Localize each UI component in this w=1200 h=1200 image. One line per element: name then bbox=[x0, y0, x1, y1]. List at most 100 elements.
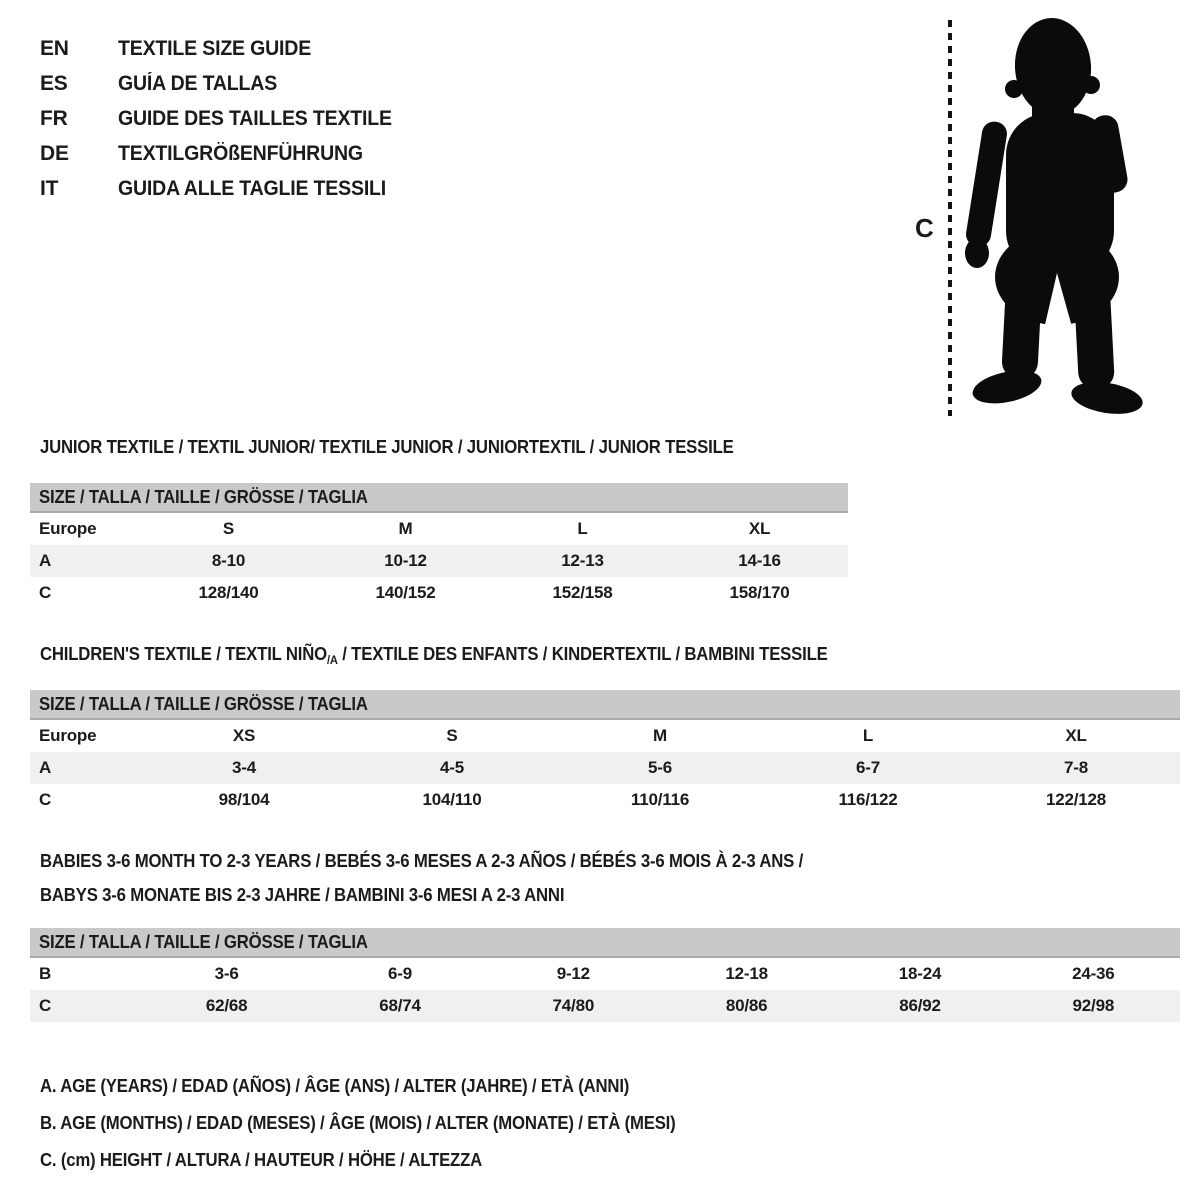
height-measure-dotted-line bbox=[948, 20, 952, 416]
babies-title-line1-text: BABIES 3-6 MONTH TO 2-3 YEARS / BEBÉS 3-… bbox=[40, 851, 804, 871]
babies-size-header-bar: SIZE / TALLA / TAILLE / GRÖSSE / TAGLIA bbox=[30, 928, 1180, 958]
legend-line-a-text: A. AGE (YEARS) / EDAD (AÑOS) / ÂGE (ANS)… bbox=[40, 1076, 630, 1096]
children-size-s: S bbox=[446, 726, 458, 745]
children-size-columns-row: Europe XS S M L XL bbox=[30, 720, 1180, 752]
junior-age-value: 14-16 bbox=[738, 551, 781, 570]
babies-row-label-c: C bbox=[39, 996, 52, 1015]
size-header-label: SIZE / TALLA / TAILLE / GRÖSSE / TAGLIA bbox=[39, 931, 368, 952]
language-code-fr: FR bbox=[40, 106, 68, 130]
babies-row-label-b: B bbox=[39, 964, 52, 983]
children-title-prefix: CHILDREN'S TEXTILE / TEXTIL NIÑO bbox=[40, 644, 327, 664]
children-height-value: 110/116 bbox=[630, 790, 690, 809]
legend-line-c-text: C. (cm) HEIGHT / ALTURA / HAUTEUR / HÖHE… bbox=[40, 1150, 483, 1170]
children-height-value: 122/128 bbox=[1045, 790, 1107, 809]
junior-height-value: 152/158 bbox=[552, 583, 613, 602]
legend-line-a: A. AGE (YEARS) / EDAD (AÑOS) / ÂGE (ANS)… bbox=[40, 1068, 723, 1105]
children-height-value: 98/104 bbox=[218, 790, 270, 809]
junior-row-label-a: A bbox=[39, 551, 52, 570]
junior-age-value: 10-12 bbox=[384, 551, 427, 570]
children-size-xs: XS bbox=[232, 726, 256, 745]
children-row-label-c: C bbox=[39, 790, 52, 809]
children-size-table: SIZE / TALLA / TAILLE / GRÖSSE / TAGLIA … bbox=[30, 690, 1180, 816]
baby-silhouette-icon bbox=[965, 18, 1143, 414]
babies-height-value: 68/74 bbox=[379, 996, 421, 1015]
legend-line-b-text: B. AGE (MONTHS) / EDAD (MESES) / ÂGE (MO… bbox=[40, 1113, 676, 1133]
children-age-value: 4-5 bbox=[440, 758, 464, 777]
children-title-subscript: /A bbox=[326, 653, 338, 667]
children-row-label-a: A bbox=[39, 758, 52, 777]
language-row-de: DE TEXTILGRÖßENFÜHRUNG bbox=[40, 136, 412, 171]
junior-height-value: 158/170 bbox=[729, 583, 790, 602]
size-header-label: SIZE / TALLA / TAILLE / GRÖSSE / TAGLIA bbox=[39, 693, 368, 714]
babies-months-value: 12-18 bbox=[725, 964, 768, 983]
junior-age-value: 8-10 bbox=[211, 551, 246, 570]
children-age-row: A 3-4 4-5 5-6 6-7 7-8 bbox=[30, 752, 1180, 784]
language-row-en: EN TEXTILE SIZE GUIDE bbox=[40, 31, 412, 66]
language-code-en: EN bbox=[40, 36, 69, 60]
babies-months-value: 3-6 bbox=[214, 964, 239, 983]
children-size-xl: XL bbox=[1065, 726, 1087, 745]
language-label-en: TEXTILE SIZE GUIDE bbox=[118, 36, 312, 60]
babies-height-row: C 62/68 68/74 74/80 80/86 86/92 92/98 bbox=[30, 990, 1180, 1022]
babies-table-title-line2: BABYS 3-6 MONATE BIS 2-3 JAHRE / BAMBINI… bbox=[40, 885, 604, 906]
children-height-value: 116/122 bbox=[838, 790, 898, 809]
junior-age-value: 12-13 bbox=[561, 551, 604, 570]
language-row-fr: FR GUIDE DES TAILLES TEXTILE bbox=[40, 101, 412, 136]
height-measure-label: C bbox=[915, 213, 934, 243]
babies-size-table: SIZE / TALLA / TAILLE / GRÖSSE / TAGLIA … bbox=[30, 928, 1180, 1022]
babies-months-value: 9-12 bbox=[556, 964, 590, 983]
size-header-label: SIZE / TALLA / TAILLE / GRÖSSE / TAGLIA bbox=[39, 486, 368, 507]
language-row-it: IT GUIDA ALLE TAGLIE TESSILI bbox=[40, 171, 412, 206]
babies-height-value: 92/98 bbox=[1072, 996, 1115, 1015]
language-label-it: GUIDA ALLE TAGLIE TESSILI bbox=[118, 176, 387, 200]
junior-height-row: C 128/140 140/152 152/158 158/170 bbox=[30, 577, 848, 609]
babies-height-value: 86/92 bbox=[899, 996, 941, 1015]
junior-height-value: 128/140 bbox=[198, 583, 259, 602]
junior-table-title-text: JUNIOR TEXTILE / TEXTIL JUNIOR/ TEXTILE … bbox=[40, 437, 734, 457]
legend-line-c: C. (cm) HEIGHT / ALTURA / HAUTEUR / HÖHE… bbox=[40, 1142, 723, 1179]
babies-months-value: 6-9 bbox=[388, 964, 412, 983]
junior-table-title: JUNIOR TEXTILE / TEXTIL JUNIOR/ TEXTILE … bbox=[40, 437, 786, 458]
junior-size-s: S bbox=[222, 519, 235, 538]
junior-row-label-c: C bbox=[39, 583, 52, 602]
children-table-title: CHILDREN'S TEXTILE / TEXTIL NIÑO/A / TEX… bbox=[40, 644, 887, 667]
junior-size-columns-row: Europe S M L XL bbox=[30, 513, 848, 545]
babies-height-value: 74/80 bbox=[552, 996, 595, 1015]
junior-age-row: A 8-10 10-12 12-13 14-16 bbox=[30, 545, 848, 577]
language-row-es: ES GUÍA DE TALLAS bbox=[40, 66, 412, 101]
junior-region-label: Europe bbox=[39, 519, 97, 538]
children-size-m: M bbox=[653, 726, 667, 745]
language-code-es: ES bbox=[40, 71, 68, 95]
babies-months-value: 24-36 bbox=[1072, 964, 1115, 983]
junior-height-value: 140/152 bbox=[375, 583, 436, 602]
junior-size-table: SIZE / TALLA / TAILLE / GRÖSSE / TAGLIA … bbox=[30, 483, 848, 609]
children-age-value: 5-6 bbox=[648, 758, 672, 777]
children-title-suffix: / TEXTILE DES ENFANTS / KINDERTEXTIL / B… bbox=[337, 644, 828, 664]
junior-size-header-bar: SIZE / TALLA / TAILLE / GRÖSSE / TAGLIA bbox=[30, 483, 848, 513]
language-code-it: IT bbox=[40, 176, 59, 200]
children-age-value: 7-8 bbox=[1064, 758, 1088, 777]
children-age-value: 6-7 bbox=[856, 758, 880, 777]
children-table-title-text: CHILDREN'S TEXTILE / TEXTIL NIÑO/A / TEX… bbox=[40, 644, 828, 667]
babies-months-value: 18-24 bbox=[898, 964, 942, 983]
language-code-de: DE bbox=[40, 141, 69, 165]
babies-months-row: B 3-6 6-9 9-12 12-18 18-24 24-36 bbox=[30, 958, 1180, 990]
legend: A. AGE (YEARS) / EDAD (AÑOS) / ÂGE (ANS)… bbox=[40, 1068, 723, 1179]
legend-line-b: B. AGE (MONTHS) / EDAD (MESES) / ÂGE (MO… bbox=[40, 1105, 723, 1142]
junior-size-l: L bbox=[577, 519, 588, 538]
language-header: EN TEXTILE SIZE GUIDE ES GUÍA DE TALLAS … bbox=[40, 31, 412, 206]
children-age-value: 3-4 bbox=[232, 758, 256, 777]
language-label-fr: GUIDE DES TAILLES TEXTILE bbox=[118, 106, 392, 130]
children-region-label: Europe bbox=[39, 726, 97, 745]
children-height-value: 104/110 bbox=[422, 790, 482, 809]
babies-height-value: 62/68 bbox=[205, 996, 248, 1015]
children-height-row: C 98/104 104/110 110/116 116/122 122/128 bbox=[30, 784, 1180, 816]
children-size-l: L bbox=[862, 726, 874, 745]
babies-title-line2-text: BABYS 3-6 MONATE BIS 2-3 JAHRE / BAMBINI… bbox=[40, 885, 565, 905]
children-size-header-bar: SIZE / TALLA / TAILLE / GRÖSSE / TAGLIA bbox=[30, 690, 1180, 720]
babies-table-title-line1: BABIES 3-6 MONTH TO 2-3 YEARS / BEBÉS 3-… bbox=[40, 851, 860, 872]
junior-size-m: M bbox=[398, 519, 413, 538]
junior-size-xl: XL bbox=[748, 519, 771, 538]
language-label-es: GUÍA DE TALLAS bbox=[118, 71, 278, 95]
